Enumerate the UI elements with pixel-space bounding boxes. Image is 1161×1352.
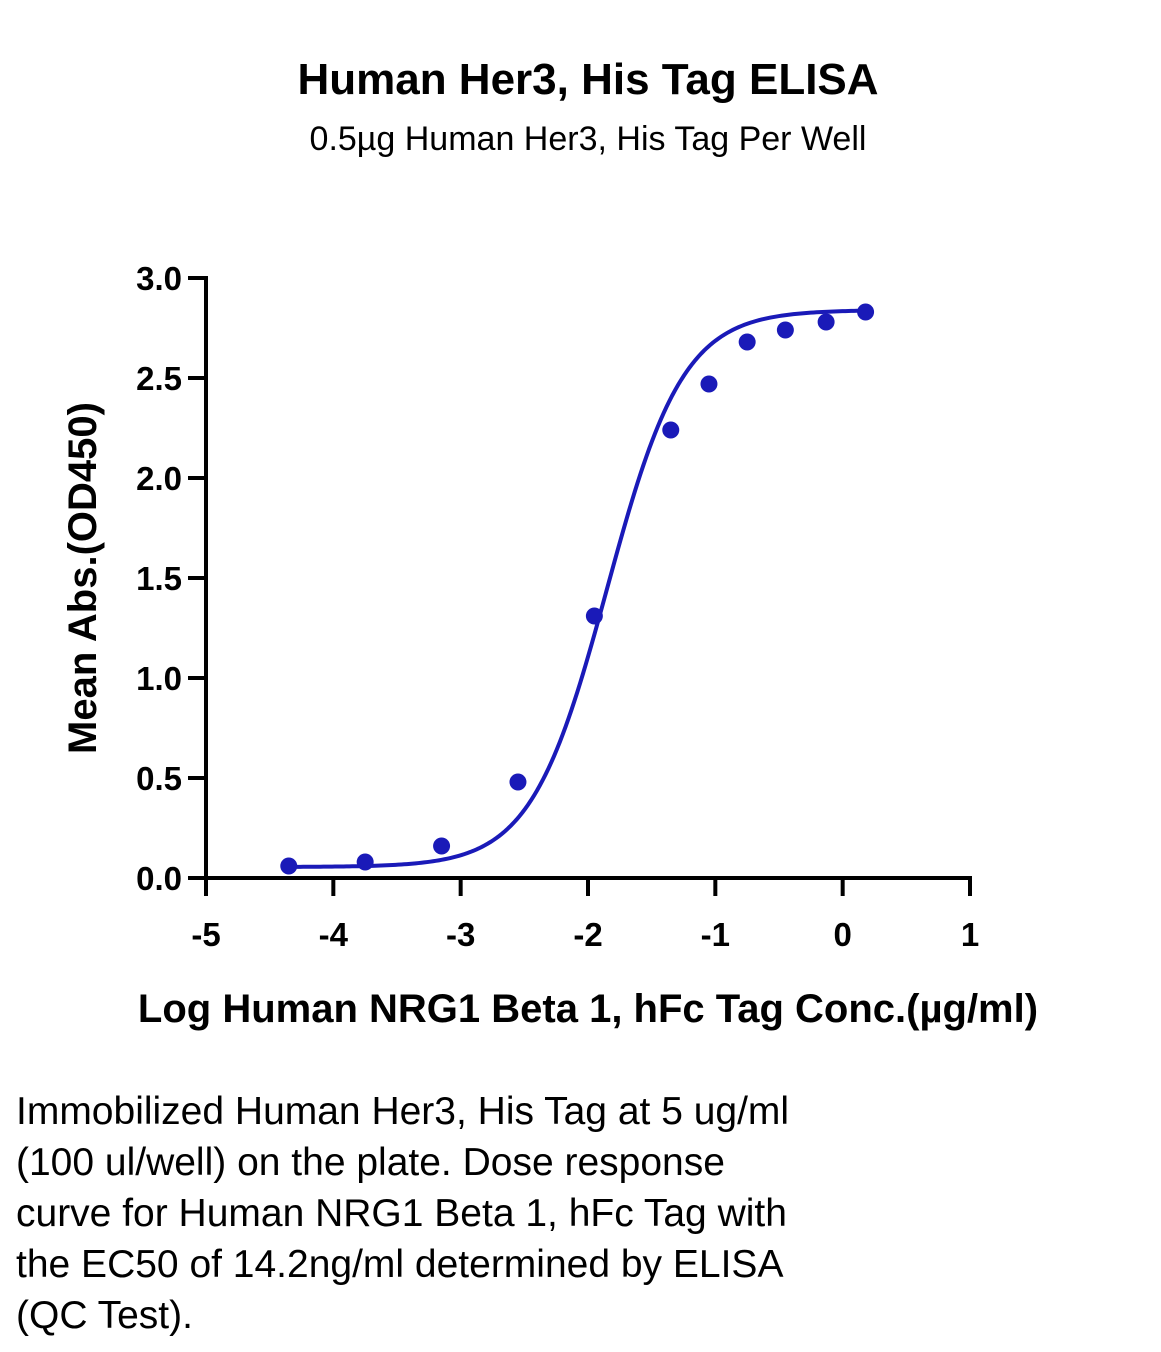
y-tick-label: 2.5 xyxy=(136,360,182,397)
data-point xyxy=(662,421,680,439)
data-point xyxy=(817,313,835,331)
data-point xyxy=(509,773,527,791)
x-axis-title: Log Human NRG1 Beta 1, hFc Tag Conc.(µg/… xyxy=(138,987,1038,1031)
y-ticks: 0.0 0.5 1.0 1.5 2.0 2.5 3.0 xyxy=(136,260,206,897)
x-tick-label: -4 xyxy=(319,916,349,953)
x-ticks: -5 -4 -3 -2 -1 0 1 xyxy=(191,878,979,953)
x-tick-label: -5 xyxy=(191,916,220,953)
x-tick-label: 0 xyxy=(833,916,851,953)
data-points xyxy=(280,303,875,875)
fit-curve xyxy=(288,308,866,869)
figure-caption: Immobilized Human Her3, His Tag at 5 ug/… xyxy=(16,1090,790,1337)
y-tick-label: 3.0 xyxy=(136,260,182,297)
data-point xyxy=(585,607,603,625)
chart-title: Human Her3, His Tag ELISA xyxy=(297,55,878,104)
y-tick-label: 1.5 xyxy=(136,560,182,597)
data-point xyxy=(700,375,718,393)
data-point xyxy=(433,837,451,855)
x-tick-label: -1 xyxy=(701,916,730,953)
data-point xyxy=(280,857,298,875)
y-axis-title: Mean Abs.(OD450) xyxy=(61,402,105,754)
data-point xyxy=(738,333,756,351)
elisa-chart: Human Her3, His Tag ELISA 0.5µg Human He… xyxy=(61,55,1038,1031)
y-tick-label: 2.0 xyxy=(136,460,182,497)
x-tick-label: -3 xyxy=(446,916,475,953)
data-point xyxy=(356,853,374,871)
x-tick-label: 1 xyxy=(961,916,979,953)
chart-subtitle: 0.5µg Human Her3, His Tag Per Well xyxy=(310,120,867,158)
y-tick-label: 0.0 xyxy=(136,860,182,897)
data-point xyxy=(776,321,794,339)
data-point xyxy=(857,303,875,321)
x-tick-label: -2 xyxy=(573,916,602,953)
y-tick-label: 1.0 xyxy=(136,660,182,697)
y-tick-label: 0.5 xyxy=(136,760,182,797)
plot-area: 0.0 0.5 1.0 1.5 2.0 2.5 3.0 -5 -4 -3 -2 -1 0 1 xyxy=(136,260,979,953)
